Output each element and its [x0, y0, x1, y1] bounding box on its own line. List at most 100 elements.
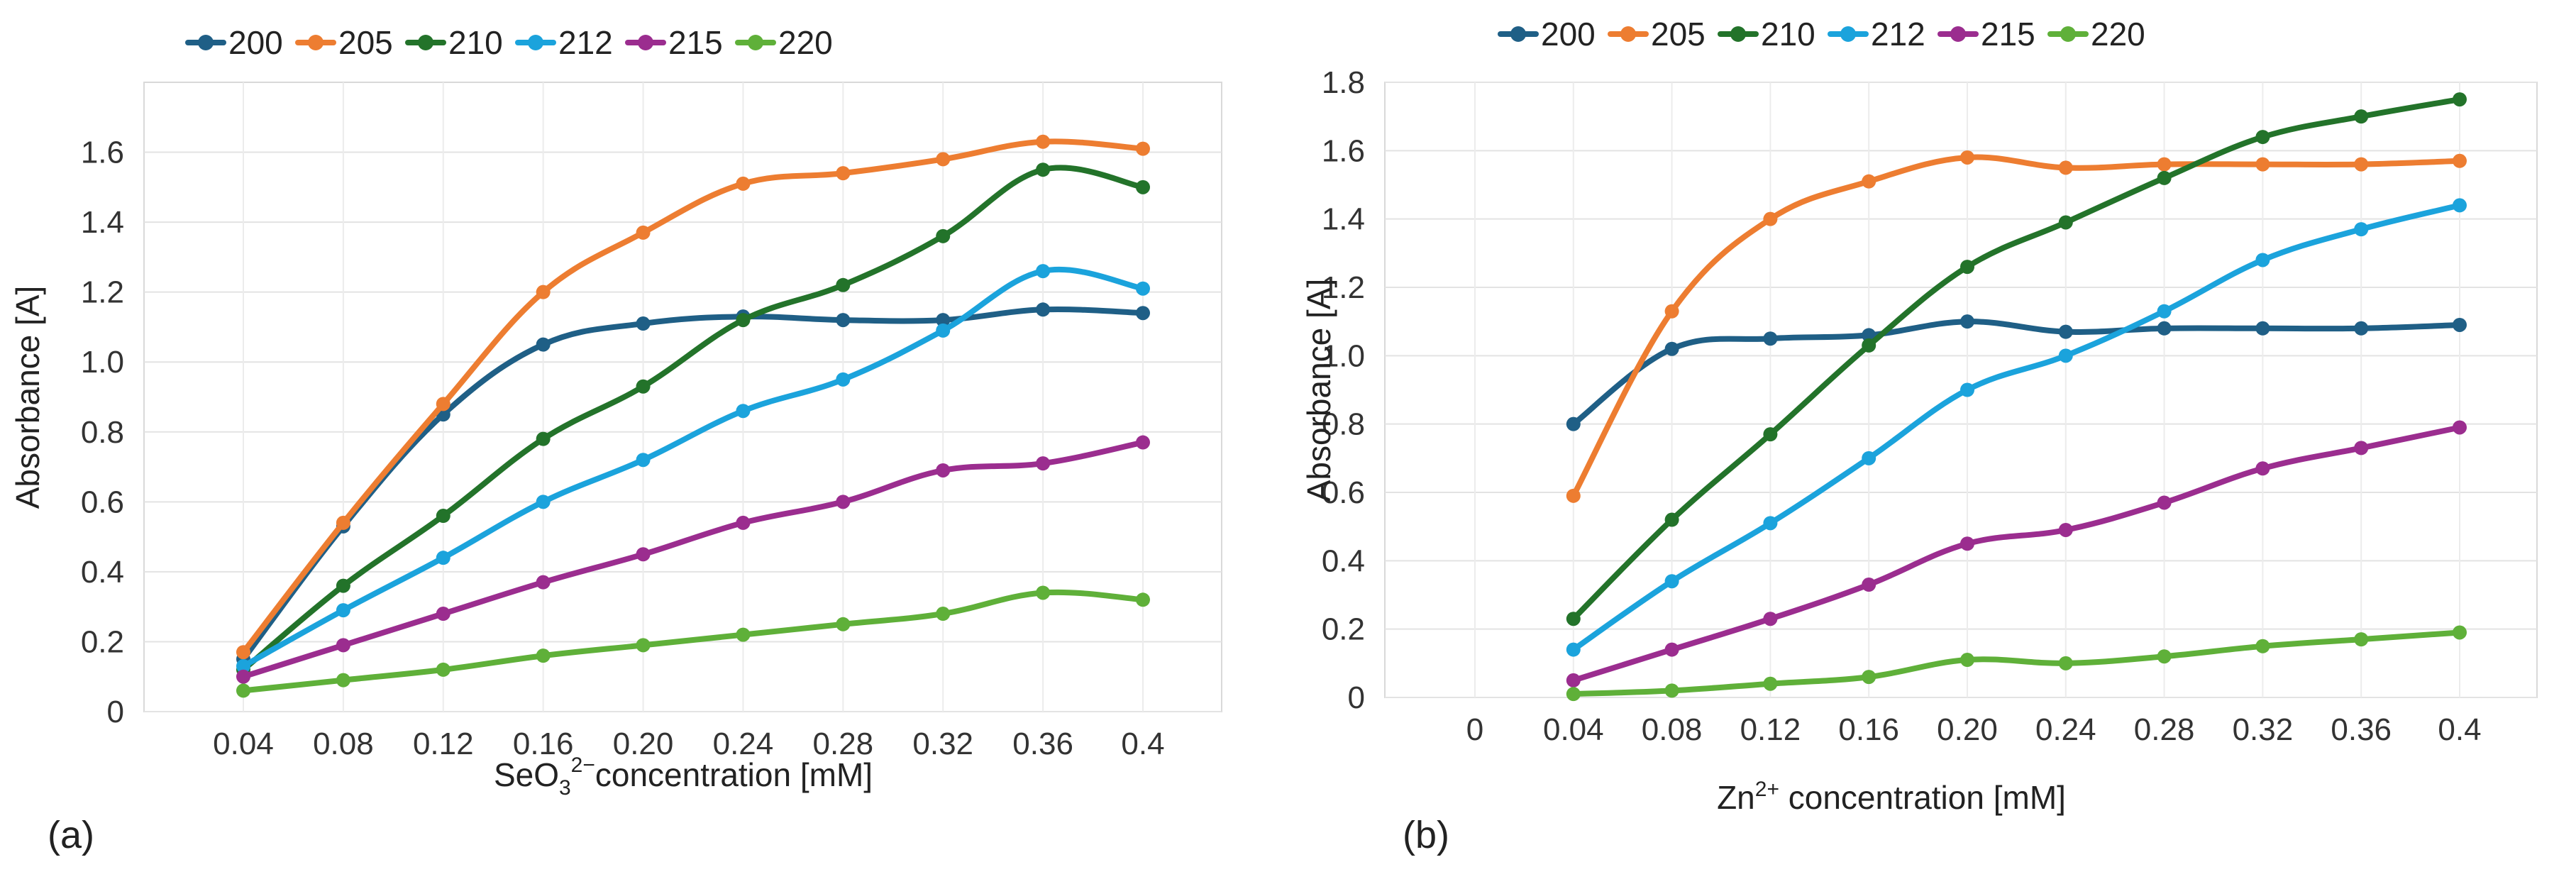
y-axis-title: Absorbance [A]: [1300, 279, 1337, 502]
data-point-220: [2255, 639, 2270, 653]
x-tick-label: 0.36: [1012, 727, 1073, 761]
x-axis-title: SeO32−concentration [mM]: [494, 753, 873, 800]
y-tick-label: 1.2: [81, 275, 124, 310]
data-point-200: [1036, 302, 1051, 317]
x-tick-label: 0.04: [1543, 712, 1604, 747]
data-point-205: [1136, 141, 1150, 156]
data-point-220: [1566, 687, 1581, 702]
data-point-200: [2453, 317, 2467, 332]
data-point-200: [836, 313, 851, 328]
legend-marker-220: [2060, 26, 2076, 42]
x-tick-label: 0.04: [213, 727, 274, 761]
legend-label-205: 205: [338, 24, 393, 61]
data-point-212: [936, 323, 951, 338]
legend-marker-210: [1730, 26, 1746, 42]
legend-label-200: 200: [228, 24, 283, 61]
data-point-200: [636, 316, 651, 331]
series-line-205: [241, 138, 1146, 656]
y-tick-label: 1.0: [81, 345, 124, 380]
series-line-212: [241, 266, 1146, 669]
x-tick-label: 0.16: [513, 727, 574, 761]
data-point-220: [2453, 625, 2467, 640]
data-point-200: [1136, 306, 1150, 321]
data-point-212: [1136, 281, 1150, 296]
legend-label-215: 215: [668, 24, 723, 61]
x-tick-label: 0.08: [1642, 712, 1703, 747]
data-point-210: [1566, 612, 1581, 626]
series-line-220: [241, 589, 1146, 694]
y-tick-label: 1.6: [81, 136, 124, 170]
data-point-210: [636, 379, 651, 394]
data-point-215: [636, 547, 651, 562]
data-point-212: [1960, 382, 1974, 397]
data-point-205: [1960, 150, 1974, 165]
plot-area: [143, 82, 1222, 712]
x-tick-label: 0.16: [1838, 712, 1899, 747]
data-point-205: [2058, 160, 2073, 175]
data-point-220: [636, 638, 651, 653]
x-tick-label: 0.4: [2438, 712, 2481, 747]
data-point-220: [936, 607, 951, 622]
data-point-212: [2157, 304, 2172, 319]
legend-label-220: 220: [2091, 16, 2145, 53]
data-point-220: [1036, 585, 1051, 600]
data-point-220: [836, 617, 851, 631]
data-point-215: [536, 575, 551, 590]
panel-label: (b): [1403, 814, 1449, 856]
y-tick-label: 1.0: [1322, 338, 1365, 373]
data-point-210: [1763, 427, 1778, 442]
data-point-205: [2354, 157, 2369, 172]
x-tick-label: 0.32: [2233, 712, 2294, 747]
data-point-212: [836, 372, 851, 387]
y-tick-label: 0.6: [81, 485, 124, 519]
data-point-210: [436, 509, 450, 524]
data-point-205: [236, 645, 250, 660]
data-point-215: [2157, 495, 2172, 510]
data-point-212: [636, 453, 651, 468]
data-point-212: [2255, 253, 2270, 267]
x-tick-label: 0.24: [2035, 712, 2096, 747]
data-point-212: [336, 603, 350, 618]
data-point-215: [1960, 536, 1974, 551]
data-point-220: [2354, 632, 2369, 647]
y-tick-label: 0.6: [1322, 475, 1365, 510]
data-point-220: [1136, 592, 1150, 607]
data-point-200: [2354, 321, 2369, 336]
data-point-205: [1036, 134, 1051, 149]
data-point-220: [1763, 676, 1778, 691]
panel-label: (a): [48, 814, 94, 856]
data-point-200: [1960, 314, 1974, 329]
data-point-200: [1566, 416, 1581, 431]
data-point-212: [1862, 451, 1876, 465]
y-tick-label: 0.4: [1322, 543, 1365, 578]
data-point-205: [2157, 157, 2172, 172]
data-point-212: [1763, 516, 1778, 531]
legend-marker-200: [198, 35, 214, 50]
data-point-215: [736, 515, 751, 530]
data-point-205: [1763, 211, 1778, 226]
data-point-200: [1763, 331, 1778, 346]
data-point-212: [236, 658, 250, 673]
y-tick-label: 0.2: [1322, 612, 1365, 647]
data-point-210: [536, 431, 551, 446]
data-point-215: [1664, 642, 1679, 657]
data-point-210: [2255, 130, 2270, 145]
y-tick-label: 1.8: [1322, 65, 1365, 100]
data-point-200: [2058, 324, 2073, 339]
data-point-220: [436, 662, 450, 677]
chart-a: 0 0.2 0.4 0.6 0.8 1.0 1.2 1.4 1.6 0.04 0.08 0.12 0.1…: [9, 24, 1222, 856]
y-tick-label: 1.6: [1322, 133, 1365, 168]
data-point-200: [1664, 341, 1679, 356]
x-tick-label: 0.4: [1121, 727, 1164, 761]
data-point-215: [2354, 441, 2369, 455]
data-point-215: [436, 607, 450, 622]
legend-label-212: 212: [1871, 16, 1925, 53]
data-point-215: [1862, 578, 1876, 592]
legend-marker-215: [638, 35, 653, 50]
data-point-220: [736, 627, 751, 642]
x-tick-label: 0.12: [413, 727, 474, 761]
y-tick-label: 0: [107, 695, 124, 729]
data-point-205: [2255, 157, 2270, 172]
data-point-215: [2255, 461, 2270, 476]
